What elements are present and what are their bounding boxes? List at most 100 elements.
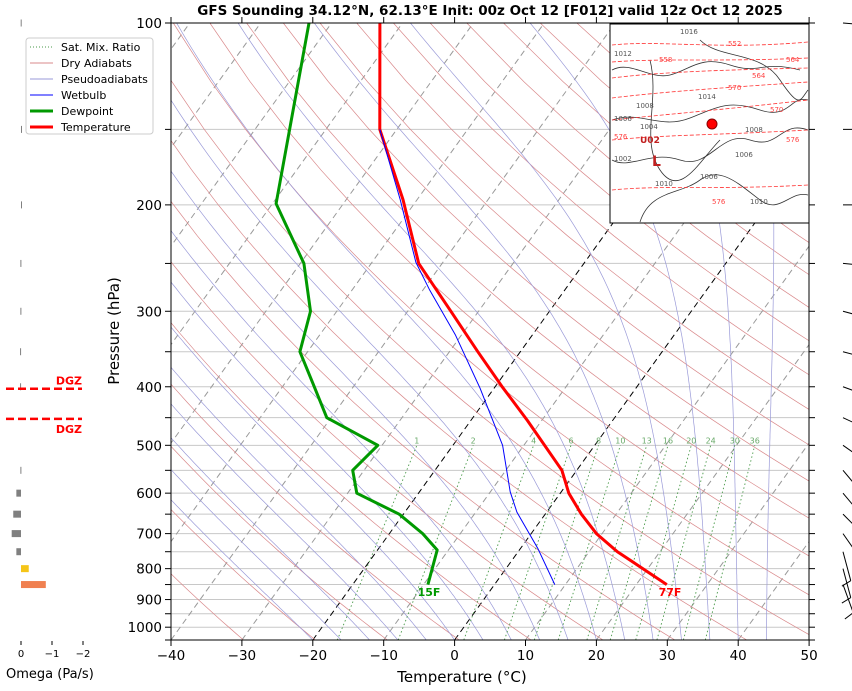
dry-adiabat — [503, 23, 809, 276]
wind-barb-staff — [842, 417, 852, 423]
mixing-ratio-label: 20 — [686, 436, 696, 445]
wind-barb — [842, 444, 852, 453]
wind-barb — [843, 128, 852, 130]
map-coastline — [611, 98, 809, 123]
omega-tick-label: −2 — [76, 649, 91, 660]
plot-frame — [170, 22, 810, 641]
mixing-ratio-line — [704, 445, 756, 640]
dry-adiabat — [429, 23, 809, 342]
omega-tick-label: 0 — [18, 649, 24, 660]
omega-bar — [20, 348, 22, 356]
map-label: 1002 — [614, 155, 632, 163]
omega-bar — [16, 548, 21, 556]
mixing-ratio-label: 1 — [414, 436, 419, 445]
pseudoadiabat — [314, 23, 654, 640]
omega-bar — [21, 565, 29, 573]
dry-adiabat — [171, 383, 460, 640]
y-tick-label: 600 — [136, 486, 162, 502]
y-tick-label: 800 — [136, 562, 162, 578]
y-tick-label: 700 — [136, 527, 162, 543]
map-label: 558 — [659, 56, 672, 64]
pseudoadiabat — [176, 23, 597, 640]
isotherm — [525, 245, 809, 640]
mixing-ratio-line — [533, 445, 599, 640]
wind-barb-full — [844, 613, 852, 620]
map-height-contour — [611, 184, 809, 191]
map-label: 1008 — [636, 102, 654, 110]
wind-barb-staff — [842, 513, 852, 524]
omega-bar — [21, 581, 46, 589]
wind-barbs — [841, 22, 852, 620]
mixing-ratio-line — [503, 445, 572, 640]
mixing-ratio-label: 16 — [663, 436, 673, 445]
wind-barb — [842, 533, 852, 548]
wind-barb-staff — [842, 310, 852, 315]
pseudoadiabat — [529, 23, 711, 640]
mixing-ratio-line — [682, 445, 736, 640]
pseudoadiabat — [171, 499, 314, 640]
dry-adiabat — [0, 23, 28, 640]
x-tick-label: 40 — [730, 648, 747, 664]
mixing-ratio-label: 4 — [531, 436, 536, 445]
map-label: 1006 — [700, 173, 718, 181]
legend: Sat. Mix. Ratio Dry Adiabats Pseudoadiabat… — [25, 37, 154, 135]
dewpoint-profile — [274, 23, 439, 585]
dry-adiabat — [283, 23, 809, 482]
wind-barb-staff — [842, 568, 852, 598]
mixing-ratio-line — [635, 445, 692, 640]
wind-barb-staff — [842, 470, 852, 482]
omega-bar — [11, 530, 21, 538]
map-height-contour — [611, 129, 809, 141]
x-tick-label: −20 — [299, 648, 328, 664]
wind-barb-full — [841, 597, 852, 604]
pseudoadiabat — [171, 326, 455, 640]
isotherm — [171, 23, 333, 247]
map-coastline — [639, 174, 809, 223]
mixing-ratio-label: 2 — [471, 436, 476, 445]
map-coastline — [649, 59, 721, 182]
omega-bar — [20, 383, 22, 391]
x-tick-label: 10 — [517, 648, 534, 664]
wind-barb — [841, 568, 852, 604]
x-tick-label: 20 — [588, 648, 605, 664]
y-axis-label: Pressure (hPa) — [105, 277, 123, 385]
pseudoadiabat — [171, 437, 370, 640]
x-tick-label: −10 — [369, 648, 398, 664]
map-label: 1016 — [680, 28, 698, 36]
wind-barb — [842, 22, 852, 25]
map-label: 570 — [770, 106, 783, 114]
mixing-ratio-label: 13 — [642, 436, 652, 445]
map-height-contour — [611, 57, 809, 63]
map-label: 1010 — [655, 180, 673, 188]
wind-barb — [842, 417, 852, 423]
legend-label: Wetbulb — [61, 89, 106, 102]
dry-adiabat — [356, 23, 809, 410]
pseudoadiabat — [171, 403, 399, 640]
wind-barb-staff — [842, 262, 852, 265]
legend-label: Pseudoadiabats — [61, 73, 148, 86]
dry-adiabat — [171, 322, 532, 640]
mixing-ratio-label: 24 — [706, 436, 716, 445]
mixing-ratio-line — [397, 445, 474, 640]
map-label: 1010 — [750, 198, 768, 206]
y-tick-label: 400 — [136, 380, 162, 396]
wind-barb — [842, 470, 852, 482]
wind-barb-staff — [842, 22, 852, 25]
x-axis-label: Temperature (°C) — [396, 668, 526, 686]
legend-label: Temperature — [60, 121, 131, 134]
map-label: 1006 — [735, 151, 753, 159]
profiles: 1 2 4 6 8 10 13 16 20 24 30 36 — [274, 23, 760, 586]
dry-adiabat — [171, 79, 809, 636]
location-marker — [706, 118, 718, 130]
legend-box — [25, 37, 154, 135]
map-label: U02 — [640, 136, 660, 146]
mixing-ratio-label: 36 — [750, 436, 760, 445]
map-label: 1008 — [745, 126, 763, 134]
omega-bar — [20, 19, 22, 27]
map-label: L — [652, 154, 661, 170]
map-height-contour — [611, 41, 809, 46]
wind-barb — [842, 351, 852, 355]
map-label: 564 — [752, 72, 766, 80]
